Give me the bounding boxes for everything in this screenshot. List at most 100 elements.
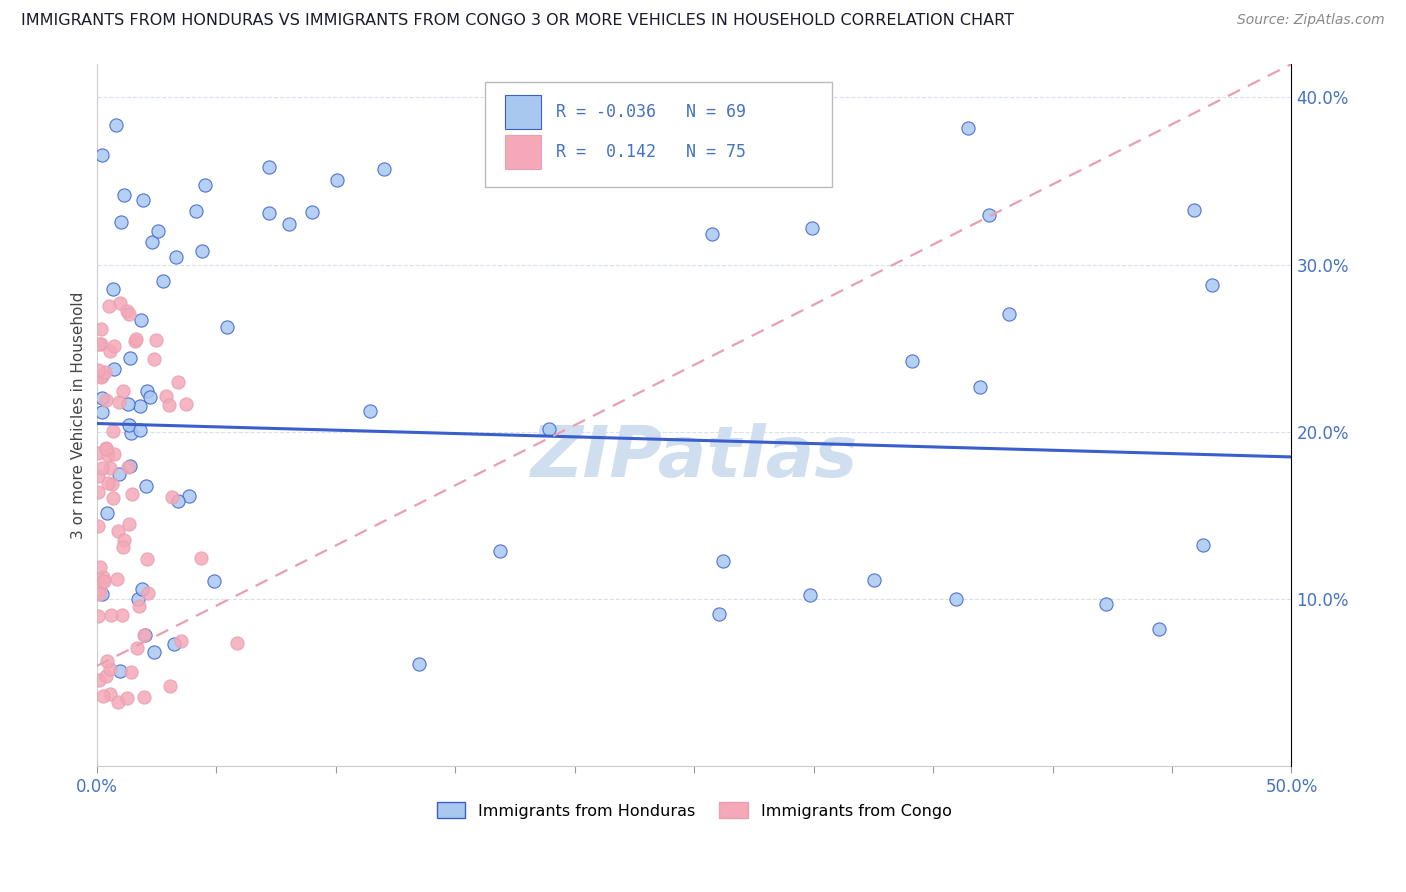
Point	[91, 574, 114, 589]
Point	[135, 384, 157, 399]
Point	[87, 583, 110, 598]
Point	[125, 640, 148, 655]
Point	[157, 398, 180, 412]
Point	[277, 217, 299, 231]
Point	[800, 221, 823, 235]
Point	[89, 560, 111, 574]
Point	[127, 591, 149, 606]
Point	[117, 690, 139, 705]
Point	[125, 332, 148, 346]
Point	[135, 479, 157, 493]
Point	[111, 607, 134, 622]
Point	[1192, 538, 1215, 552]
Point	[146, 224, 169, 238]
Point	[538, 422, 561, 436]
Point	[217, 320, 239, 334]
Point	[87, 446, 110, 460]
Point	[799, 588, 821, 602]
Point	[1095, 597, 1118, 611]
Point	[165, 250, 187, 264]
Point	[117, 397, 139, 411]
Point	[111, 540, 134, 554]
FancyBboxPatch shape	[485, 81, 831, 187]
Point	[107, 524, 129, 538]
Point	[98, 687, 121, 701]
FancyBboxPatch shape	[505, 135, 541, 169]
Point	[94, 441, 117, 455]
Point	[91, 369, 114, 384]
Point	[167, 493, 190, 508]
Point	[134, 628, 156, 642]
Point	[101, 424, 124, 438]
Point	[90, 337, 112, 351]
Point	[143, 351, 166, 366]
Point	[96, 392, 118, 407]
Point	[190, 551, 212, 566]
Point	[1201, 277, 1223, 292]
Point	[104, 119, 127, 133]
Point	[101, 491, 124, 506]
Point	[90, 461, 112, 475]
Point	[94, 442, 117, 456]
Point	[605, 150, 627, 164]
Point	[124, 334, 146, 348]
Point	[87, 337, 110, 351]
Point	[226, 636, 249, 650]
Point	[141, 235, 163, 249]
Point	[997, 307, 1019, 321]
Point	[105, 572, 128, 586]
Point	[945, 592, 967, 607]
Point	[97, 448, 120, 462]
Point	[89, 582, 111, 596]
Text: R = -0.036   N = 69: R = -0.036 N = 69	[555, 103, 745, 120]
Point	[702, 227, 724, 241]
Point	[174, 397, 197, 411]
Point	[98, 461, 121, 475]
Point	[90, 148, 112, 162]
Point	[1182, 203, 1205, 218]
Point	[118, 517, 141, 532]
Point	[91, 587, 114, 601]
Point	[87, 469, 110, 483]
Point	[132, 690, 155, 705]
Point	[186, 203, 208, 218]
Point	[103, 282, 125, 296]
Point	[977, 208, 1000, 222]
Point	[112, 187, 135, 202]
Point	[257, 206, 280, 220]
Point	[107, 394, 129, 409]
Point	[166, 375, 188, 389]
Point	[159, 679, 181, 693]
Point	[93, 365, 115, 379]
Point	[131, 582, 153, 597]
Point	[90, 370, 112, 384]
Point	[103, 362, 125, 376]
Point	[900, 353, 922, 368]
Point	[160, 490, 183, 504]
Point	[90, 405, 112, 419]
Point	[194, 178, 217, 192]
Point	[101, 477, 124, 491]
Point	[488, 543, 510, 558]
Point	[96, 655, 118, 669]
Point	[136, 551, 159, 566]
Point	[711, 554, 734, 568]
Point	[142, 645, 165, 659]
Point	[112, 533, 135, 547]
Point	[100, 662, 122, 676]
Point	[969, 380, 991, 394]
Point	[93, 574, 115, 589]
Text: R =  0.142   N = 75: R = 0.142 N = 75	[555, 143, 745, 161]
Text: IMMIGRANTS FROM HONDURAS VS IMMIGRANTS FROM CONGO 3 OR MORE VEHICLES IN HOUSEHOL: IMMIGRANTS FROM HONDURAS VS IMMIGRANTS F…	[21, 13, 1014, 29]
Point	[87, 485, 110, 500]
Point	[190, 244, 212, 259]
Point	[103, 447, 125, 461]
Point	[129, 313, 152, 327]
Point	[98, 299, 121, 313]
Point	[152, 274, 174, 288]
Point	[162, 637, 184, 651]
Point	[90, 322, 112, 336]
Text: Source: ZipAtlas.com: Source: ZipAtlas.com	[1237, 13, 1385, 28]
Point	[373, 162, 395, 177]
Point	[118, 307, 141, 321]
